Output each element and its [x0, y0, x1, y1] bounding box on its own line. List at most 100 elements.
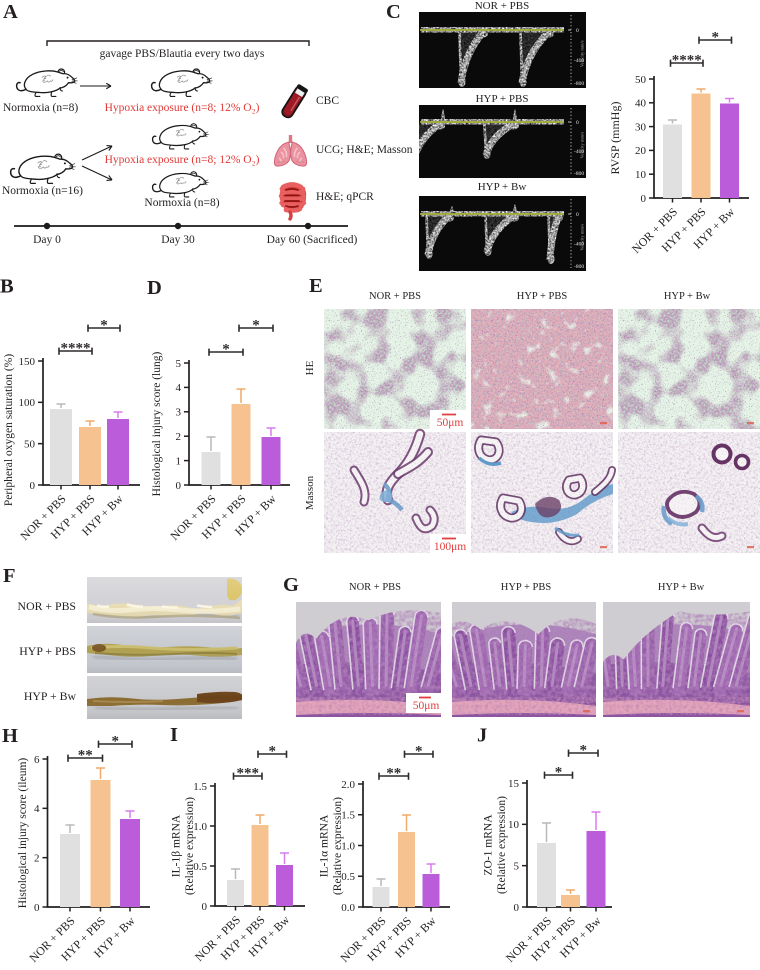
svg-text:0: 0 [176, 480, 182, 492]
svg-text:(Relative expression): (Relative expression) [184, 797, 196, 895]
svg-text:Normoxia (n=8): Normoxia (n=8) [144, 197, 219, 209]
svg-text:*: * [269, 744, 277, 760]
svg-text:*: * [712, 30, 720, 46]
svg-text:RVSP (mmHg): RVSP (mmHg) [608, 102, 622, 175]
svg-text:0.5: 0.5 [341, 871, 355, 883]
svg-text:50μm: 50μm [413, 700, 440, 712]
svg-text:HYP + PBS: HYP + PBS [517, 291, 568, 302]
svg-text:0: 0 [576, 28, 579, 34]
svg-text:Day 0: Day 0 [33, 234, 61, 246]
svg-text:-400: -400 [574, 241, 584, 247]
svg-text:Velocity mm/s: Velocity mm/s [580, 132, 585, 159]
svg-text:0.0: 0.0 [341, 902, 355, 914]
svg-text:*: * [222, 342, 230, 358]
svg-text:100μm: 100μm [434, 541, 466, 553]
svg-text:5: 5 [514, 860, 520, 872]
svg-text:Masson: Masson [304, 475, 316, 510]
svg-text:HE: HE [304, 360, 316, 375]
svg-text:50: 50 [635, 74, 647, 86]
svg-text:40: 40 [635, 98, 647, 110]
svg-text:*: * [112, 734, 120, 750]
svg-text:H: H [2, 725, 18, 747]
svg-text:2: 2 [176, 431, 182, 443]
svg-text:0: 0 [641, 193, 647, 205]
svg-text:Day 60 (Sacrificed): Day 60 (Sacrificed) [267, 234, 358, 246]
svg-text:1.5: 1.5 [193, 781, 207, 793]
svg-text:-400: -400 [574, 149, 584, 155]
svg-text:J: J [477, 725, 487, 747]
svg-text:-800: -800 [574, 171, 584, 177]
svg-text:NOR + PBS: NOR + PBS [475, 0, 530, 12]
svg-text:*: * [580, 743, 588, 759]
svg-text:HYP + Bw: HYP + Bw [658, 582, 705, 593]
svg-text:NOR + PBS: NOR + PBS [18, 599, 76, 613]
svg-text:4: 4 [34, 803, 40, 815]
svg-text:F: F [3, 565, 16, 587]
svg-text:1: 1 [176, 455, 182, 467]
svg-text:(Relative expression): (Relative expression) [332, 797, 344, 895]
svg-text:50: 50 [24, 438, 36, 450]
svg-text:*: * [100, 318, 108, 334]
svg-text:10: 10 [635, 169, 647, 181]
svg-text:HYP + PBS: HYP + PBS [501, 582, 552, 593]
svg-text:30: 30 [635, 121, 647, 133]
svg-text:D: D [147, 277, 162, 299]
svg-text:HYP + Bw: HYP + Bw [24, 689, 77, 703]
svg-text:IL-1α mRNA: IL-1α mRNA [318, 814, 330, 877]
svg-text:4: 4 [176, 382, 182, 394]
svg-text:Peripheral oxygen saturation (: Peripheral oxygen saturation (%) [3, 354, 15, 506]
svg-text:G: G [283, 574, 299, 596]
svg-text:HYP + Bw: HYP + Bw [478, 181, 527, 193]
svg-text:1.0: 1.0 [193, 821, 207, 833]
svg-text:Hypoxia exposure (n=8; 12% O₂): Hypoxia exposure (n=8; 12% O₂) [105, 102, 260, 114]
svg-text:NOR + PBS: NOR + PBS [349, 582, 401, 593]
svg-text:IL-1β mRNA: IL-1β mRNA [170, 814, 182, 877]
svg-text:C: C [386, 1, 401, 23]
svg-text:Normoxia (n=8): Normoxia (n=8) [3, 102, 78, 114]
svg-text:**: ** [386, 766, 401, 782]
svg-text:0: 0 [576, 212, 579, 218]
svg-text:****: **** [672, 53, 702, 69]
svg-text:-800: -800 [574, 264, 584, 270]
svg-text:ZO-1 mRNA: ZO-1 mRNA [482, 814, 494, 876]
svg-text:100: 100 [19, 397, 36, 409]
svg-text:***: *** [237, 766, 260, 782]
svg-text:150: 150 [19, 356, 36, 368]
svg-text:Velocity mm/s: Velocity mm/s [580, 40, 585, 67]
svg-text:50μm: 50μm [437, 417, 464, 429]
svg-text:I: I [170, 724, 178, 746]
svg-text:HYP + PBS: HYP + PBS [476, 93, 529, 105]
svg-text:3: 3 [176, 407, 182, 419]
svg-text:H&E; qPCR: H&E; qPCR [316, 191, 374, 203]
svg-text:CBC: CBC [316, 95, 339, 107]
svg-text:2.0: 2.0 [341, 779, 355, 791]
svg-text:****: **** [61, 341, 91, 357]
svg-text:(Relative expression): (Relative expression) [496, 796, 508, 894]
svg-text:HYP + Bw: HYP + Bw [664, 291, 711, 302]
svg-text:1.5: 1.5 [341, 810, 355, 822]
svg-text:*: * [252, 318, 260, 334]
svg-text:E: E [309, 275, 323, 297]
svg-text:**: ** [78, 748, 93, 764]
svg-text:0: 0 [576, 120, 579, 126]
svg-text:A: A [3, 1, 18, 23]
svg-text:10: 10 [508, 819, 520, 831]
svg-text:Normoxia (n=16): Normoxia (n=16) [2, 185, 83, 197]
svg-text:6: 6 [34, 754, 40, 766]
svg-text:-400: -400 [574, 58, 584, 64]
svg-text:20: 20 [635, 145, 647, 157]
svg-text:0.5: 0.5 [193, 861, 207, 873]
svg-text:5: 5 [176, 358, 182, 370]
svg-text:Hypoxia exposure (n=8; 12% O₂): Hypoxia exposure (n=8; 12% O₂) [105, 154, 260, 166]
svg-text:2: 2 [34, 852, 40, 864]
svg-text:B: B [0, 276, 14, 298]
svg-text:UCG; H&E; Masson: UCG; H&E; Masson [316, 144, 413, 156]
svg-text:0: 0 [202, 901, 208, 913]
svg-text:0: 0 [30, 480, 36, 492]
svg-text:1.0: 1.0 [341, 840, 355, 852]
svg-text:gavage PBS/Blautia every two d: gavage PBS/Blautia every two days [100, 48, 265, 60]
svg-text:NOR + PBS: NOR + PBS [369, 291, 421, 302]
svg-text:0: 0 [514, 902, 520, 914]
svg-text:HYP + PBS: HYP + PBS [19, 644, 76, 658]
svg-text:*: * [415, 744, 423, 760]
